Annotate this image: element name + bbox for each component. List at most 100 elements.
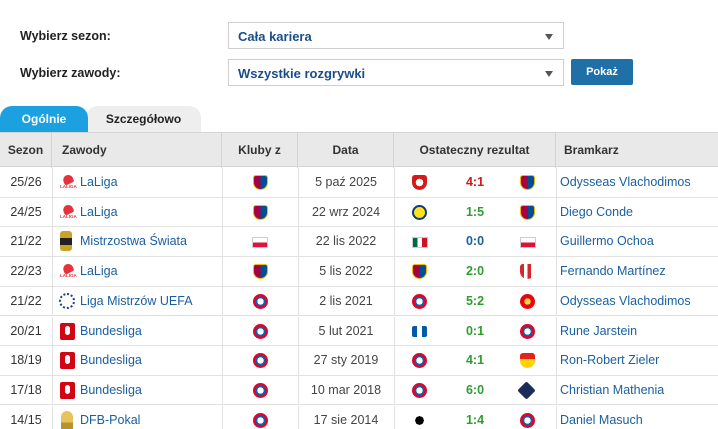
score-link[interactable]: 0:1 [465, 323, 485, 338]
competition-link[interactable]: LALIGA LaLiga [56, 168, 222, 197]
col-season[interactable]: Sezon [0, 133, 52, 168]
score-link[interactable]: 4:1 [465, 353, 485, 368]
home-team[interactable] [412, 257, 427, 286]
club-cell [222, 257, 298, 286]
competition-name[interactable]: LaLiga [80, 264, 118, 279]
home-team[interactable] [412, 198, 427, 227]
home-team[interactable] [412, 227, 428, 256]
home-team[interactable] [412, 287, 427, 316]
competition-label: Wybierz zawody: [20, 66, 121, 80]
competition-link[interactable]: Bundesliga [56, 317, 222, 346]
col-competition[interactable]: Zawody [52, 133, 222, 168]
goalkeeper-link[interactable]: Odysseas Vlachodimos [560, 293, 691, 308]
crest-sevilla-icon[interactable] [412, 175, 427, 191]
crest-bayern-icon[interactable] [252, 383, 268, 399]
crest-benfica-icon[interactable] [520, 294, 535, 309]
crest-bayern-icon[interactable] [252, 412, 268, 428]
home-team[interactable] [412, 317, 427, 346]
crest-barca-icon[interactable] [412, 264, 427, 280]
crest-bayern-icon[interactable] [520, 323, 535, 339]
col-goalkeeper[interactable]: Bramkarz [564, 143, 619, 157]
show-button[interactable]: Pokaż [571, 59, 633, 85]
away-team[interactable] [517, 376, 536, 405]
competition-name[interactable]: Bundesliga [80, 382, 142, 397]
home-team[interactable] [412, 168, 427, 197]
competition-select-value: Wszystkie rozgrywki [238, 66, 366, 81]
home-team[interactable] [412, 346, 427, 375]
away-team[interactable] [520, 198, 535, 227]
competition-name[interactable]: Bundesliga [80, 353, 142, 368]
col-result[interactable]: Ostateczny rezultat [394, 133, 556, 168]
goalkeeper-link[interactable]: Diego Conde [560, 204, 633, 219]
competition-name[interactable]: Liga Mistrzów UEFA [80, 293, 193, 308]
crest-hertha-icon[interactable] [412, 325, 427, 337]
table-row: 21/22 Liga Mistrzów UEFA 2 lis 2021 5:2 … [0, 286, 718, 317]
crest-stuttgart-icon[interactable] [520, 353, 535, 369]
competition-link[interactable]: Liga Mistrzów UEFA [56, 287, 222, 316]
col-date[interactable]: Data [298, 133, 394, 168]
club-cell [222, 406, 298, 429]
competition-select[interactable]: Wszystkie rozgrywki [228, 59, 564, 86]
competition-link[interactable]: LALIGA LaLiga [56, 198, 222, 227]
competition-link[interactable]: DFB-Pokal [56, 406, 222, 429]
competition-name[interactable]: LaLiga [80, 204, 118, 219]
goalkeeper-link[interactable]: Christian Mathenia [560, 382, 665, 397]
crest-barca-icon[interactable] [252, 175, 268, 191]
away-team[interactable] [520, 406, 535, 429]
crest-bayern-icon[interactable] [520, 412, 535, 428]
score-link[interactable]: 6:0 [465, 382, 485, 397]
col-club[interactable]: Kluby z [222, 133, 298, 168]
crest-frankfurt-icon[interactable] [412, 412, 427, 428]
competition-name[interactable]: Mistrzostwa Świata [80, 234, 187, 249]
competition-link[interactable]: LALIGA LaLiga [56, 257, 222, 286]
crest-almeria-icon[interactable] [520, 264, 535, 280]
goalkeeper-link[interactable]: Ron-Robert Zieler [560, 353, 660, 368]
score-link[interactable]: 2:0 [465, 264, 485, 279]
tab-overview[interactable]: Ogólnie [0, 106, 88, 132]
crest-barca-icon[interactable] [520, 204, 535, 220]
crest-barca-icon[interactable] [252, 204, 268, 220]
club-cell [222, 227, 298, 256]
crest-bayern-icon[interactable] [252, 323, 268, 339]
crest-bayern-icon[interactable] [412, 383, 427, 399]
goalkeeper-link[interactable]: Daniel Masuch [560, 412, 643, 427]
away-team[interactable] [520, 346, 535, 375]
crest-barca-icon[interactable] [252, 264, 268, 280]
competition-link[interactable]: Mistrzostwa Świata [56, 227, 222, 256]
crest-barca-icon[interactable] [520, 175, 535, 191]
competition-link[interactable]: Bundesliga [56, 346, 222, 375]
table-row: 25/26 LALIGA LaLiga 5 paź 2025 4:1 Odysse… [0, 168, 718, 198]
competition-link[interactable]: Bundesliga [56, 376, 222, 405]
away-team[interactable] [520, 287, 535, 316]
season-cell: 18/19 [10, 353, 42, 368]
home-team[interactable] [412, 376, 427, 405]
crest-bayern-icon[interactable] [412, 294, 427, 309]
goalkeeper-link[interactable]: Rune Jarstein [560, 323, 638, 338]
crest-bayern-icon[interactable] [412, 353, 427, 369]
away-team[interactable] [520, 257, 535, 286]
score-link[interactable]: 0:0 [465, 234, 485, 249]
competition-name[interactable]: LaLiga [80, 175, 118, 189]
crest-bayern-icon[interactable] [252, 353, 268, 369]
competition-name[interactable]: Bundesliga [80, 323, 142, 338]
goalkeeper-link[interactable]: Guillermo Ochoa [560, 234, 654, 249]
goalkeeper-link[interactable]: Fernando Martínez [560, 264, 666, 279]
season-select-value: Cała kariera [238, 29, 312, 44]
home-team[interactable] [412, 406, 427, 429]
away-team[interactable] [520, 168, 535, 197]
tab-detailed[interactable]: Szczegółowo [86, 106, 201, 132]
crest-hamburg-icon[interactable] [517, 381, 536, 400]
season-select[interactable]: Cała kariera [228, 22, 564, 49]
score-link[interactable]: 5:2 [465, 293, 485, 308]
goalkeeper-link[interactable]: Odysseas Vlachodimos [560, 175, 691, 189]
crest-villarreal-icon[interactable] [412, 204, 427, 220]
away-team[interactable] [520, 317, 535, 346]
chevron-down-icon [545, 34, 553, 40]
score-link[interactable]: 4:1 [465, 175, 485, 189]
competition-name[interactable]: DFB-Pokal [80, 412, 141, 427]
score-link[interactable]: 1:4 [465, 412, 485, 427]
away-team[interactable] [520, 227, 536, 256]
crest-bayern-icon[interactable] [252, 294, 268, 309]
score-link[interactable]: 1:5 [465, 204, 485, 219]
date-cell: 10 mar 2018 [310, 382, 382, 397]
